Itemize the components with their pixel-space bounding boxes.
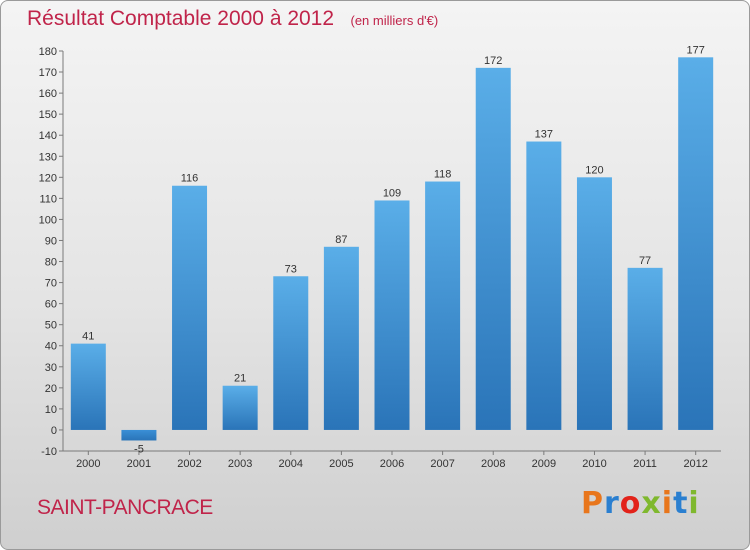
bar-value-label: 87	[335, 234, 347, 246]
bar-2002	[172, 185, 208, 430]
y-tick-label: 110	[39, 193, 57, 205]
y-tick-label: 30	[45, 362, 57, 374]
bar-value-label: 118	[434, 169, 452, 181]
y-tick-label: 80	[45, 257, 57, 269]
bar-value-label: 73	[285, 263, 297, 275]
bar-2008	[475, 67, 511, 430]
bar-value-label: 137	[535, 129, 553, 141]
y-tick-label: -10	[41, 446, 57, 458]
bars	[70, 57, 714, 441]
logo-letter: r	[604, 486, 620, 521]
bar-2006	[374, 200, 410, 430]
bar-2011	[627, 267, 663, 430]
chart-subtitle: (en milliers d'€)	[350, 13, 439, 28]
y-tick-label: 20	[45, 383, 57, 395]
x-tick-label: 2009	[532, 458, 556, 470]
y-tick-label: 130	[39, 151, 57, 163]
logo-letter: i	[661, 486, 674, 521]
logo-letter: i	[688, 486, 700, 521]
bar-2004	[273, 276, 309, 430]
x-tick-label: 2008	[481, 458, 505, 470]
y-tick-label: 140	[39, 130, 57, 142]
x-tick-label: 2004	[279, 458, 303, 470]
y-tick-label: 160	[39, 88, 57, 100]
y-tick-label: 120	[39, 172, 57, 184]
bar-labels: 41 -5 116 21 73 87 109 118 172 137 120 77 177	[82, 44, 705, 455]
title-block: Résultat Comptable 2000 à 2012 (en milli…	[27, 7, 438, 31]
logo-letter: t	[673, 486, 689, 521]
bar-2005	[323, 246, 359, 430]
x-tick-label: 2000	[76, 458, 100, 470]
bar-2001	[121, 429, 157, 441]
bar-value-label: -5	[134, 443, 144, 455]
bar-2010	[576, 177, 612, 430]
y-tick-label: 60	[45, 299, 57, 311]
y-tick-label: 180	[39, 46, 57, 58]
x-tick-label: 2011	[633, 458, 657, 470]
proxiti-logo: Proxiti	[581, 486, 700, 521]
bar-value-label: 109	[383, 187, 401, 199]
bar-value-label: 172	[484, 55, 502, 67]
bar-2009	[526, 141, 562, 430]
x-tick-label: 2001	[127, 458, 151, 470]
y-axis: -10 0 10 20 30 40 50 60 70 80 90 100 110 120 130 140 150…	[39, 46, 64, 458]
bar-value-label: 116	[181, 173, 199, 185]
y-tick-label: 100	[39, 214, 57, 226]
y-tick-label: 70	[45, 278, 57, 290]
x-tick-label: 2012	[683, 458, 707, 470]
bar-2007	[425, 181, 461, 430]
bar-value-label: 77	[639, 255, 651, 267]
bar-2000	[70, 343, 106, 430]
x-tick-label: 2007	[430, 458, 454, 470]
bar-2012	[678, 57, 714, 430]
bar-value-label: 177	[687, 44, 705, 56]
y-tick-label: 150	[39, 109, 57, 121]
bar-value-label: 21	[234, 373, 246, 385]
bar-value-label: 120	[585, 164, 603, 176]
logo-letter: o	[619, 486, 642, 521]
y-tick-label: 50	[45, 320, 57, 332]
x-tick-label: 2010	[582, 458, 606, 470]
y-tick-label: 10	[45, 404, 57, 416]
place-name: SAINT-PANCRACE	[37, 496, 213, 519]
chart-title: Résultat Comptable 2000 à 2012	[27, 7, 335, 30]
x-tick-label: 2002	[177, 458, 201, 470]
y-tick-label: 40	[45, 341, 57, 353]
bar-2003	[222, 385, 258, 430]
y-tick-label: 90	[45, 235, 57, 247]
logo-letter: x	[641, 486, 662, 521]
logo-letter: P	[581, 486, 604, 521]
x-axis: 2000 2001 2002 2003 2004 2005 2006 2007 2008 2009…	[63, 450, 721, 470]
y-tick-label: 170	[39, 67, 57, 79]
x-tick-label: 2003	[228, 458, 252, 470]
x-tick-label: 2005	[329, 458, 353, 470]
y-tick-label: 0	[51, 425, 57, 437]
bar-value-label: 41	[82, 331, 94, 343]
x-tick-label: 2006	[380, 458, 404, 470]
